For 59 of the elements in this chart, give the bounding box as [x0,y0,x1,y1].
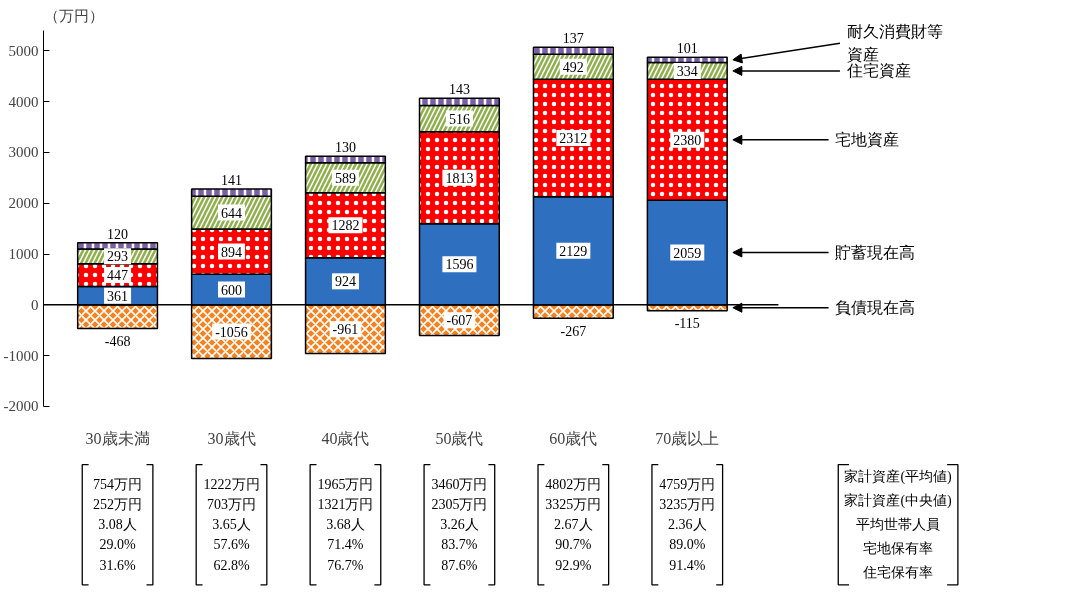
text: 3460万円 2305万円 3.26人 83.7% 87.6% [431,476,488,573]
y-tick-label: 1000 [8,246,39,263]
text: 4802万円 3325万円 2.67人 90.7% 92.9% [545,476,602,573]
x-tick-label: 30歳代 [207,430,256,448]
y-tick-label: 5000 [8,42,39,59]
data-label: 334 [676,63,698,79]
data-label: 924 [334,274,356,290]
data-label: 293 [107,249,129,265]
y-tick-label: 3000 [8,144,39,161]
x-tick-label: 50歳代 [435,430,484,448]
data-label: 600 [221,282,243,298]
y-tick-label: 2000 [8,195,39,212]
text: 宅地保有率 [863,541,934,557]
text: 平均世帯人員 [856,517,941,533]
x-tick-label: 70歳以上 [655,430,720,448]
data-label: 1596 [445,257,474,273]
x-tick-label: 30歳未満 [85,430,150,448]
y-axis-title: （万円） [43,7,104,24]
y-tick-label: -2000 [3,398,39,415]
data-label: 101 [676,41,698,57]
data-label: 120 [107,226,129,242]
data-label: 130 [334,140,356,156]
data-label: -961 [332,322,359,338]
data-label: 1282 [331,218,360,234]
y-tick-label: 4000 [8,93,39,110]
data-label: -607 [446,313,473,329]
data-label: 141 [221,172,243,188]
data-label: 2129 [559,243,588,259]
text: 家計資産(中央値) [844,493,953,510]
data-label: 447 [107,268,129,284]
y-tick-label: -1000 [3,347,39,364]
text: 4759万円 3235万円 2.36人 89.0% 91.4% [659,476,716,573]
data-label: 361 [107,288,129,304]
data-label: 516 [448,111,470,127]
x-tick-label: 40歳代 [321,430,370,448]
data-label: 2059 [673,245,702,261]
text: 負債現在高 [835,299,916,317]
data-label: 1813 [445,170,474,186]
data-label: 143 [448,82,470,98]
data-label: 644 [221,205,243,221]
text: 1222万円 703万円 3.65人 57.6% 62.8% [203,476,260,573]
y-tick-label: 0 [31,296,39,313]
data-label: -468 [104,334,131,350]
data-label: -115 [674,316,700,332]
x-tick-label: 60歳代 [549,430,598,448]
data-label: 2312 [559,130,588,146]
data-label: -267 [560,324,587,340]
text: 1965万円 1321万円 3.68人 71.4% 76.7% [317,476,374,573]
data-label: 137 [562,31,584,47]
text: 貯蓄現在高 [835,244,916,262]
data-label: 2380 [673,132,702,148]
text: 家計資産(平均値) [844,469,953,486]
data-label: -1056 [215,324,248,340]
text: 754万円 252万円 3.08人 29.0% 31.6% [93,476,143,573]
data-label: 492 [562,59,584,75]
data-label: 894 [221,244,243,260]
text: 宅地資産 [835,131,900,149]
data-label: 589 [334,170,356,186]
text: 住宅保有率 [862,565,934,581]
